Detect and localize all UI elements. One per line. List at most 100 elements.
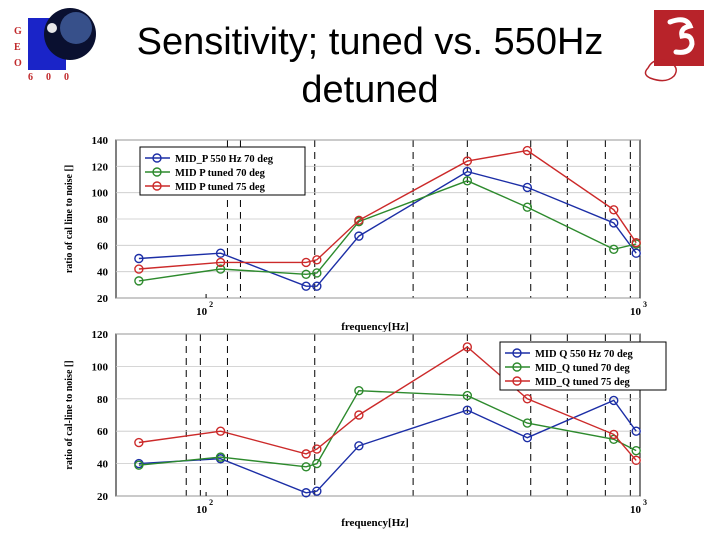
data-point [522,182,533,193]
data-point [215,248,226,258]
data-point [631,445,641,456]
data-point [312,255,322,265]
logo-letter: 6 [28,72,33,83]
data-point [354,231,364,241]
data-point [354,215,364,226]
data-point [134,460,144,470]
y-tick-label: 20 [97,293,109,305]
logo-star [47,23,57,33]
geo600-logo: G E O 6 0 0 [14,8,96,83]
data-point [312,444,322,454]
x-axis-label: frequency[Hz] [341,517,409,529]
logo-letter: E [14,42,21,53]
y-tick-label: 40 [97,459,109,471]
y-tick-label: 80 [97,214,109,226]
data-point [631,248,641,258]
data-point [462,405,473,415]
legend-box [499,341,667,391]
data-point [354,385,364,396]
data-point [354,410,364,420]
data-point [215,264,226,274]
y-axis-label: ratio of cal line to noise [] [64,165,75,273]
series-line [138,180,637,282]
legend-marker [152,153,162,163]
y-tick-label: 20 [97,491,109,503]
legend-marker [152,181,162,191]
data-point [301,449,311,459]
y-tick-label: 140 [92,135,109,147]
y-tick-label: 100 [92,188,109,200]
logo-planet-glow [60,12,92,44]
x-tick-label: 10 [196,504,208,516]
data-point [522,394,533,404]
legend-label: MID P tuned 70 deg [175,168,266,179]
university-crest-logo [644,10,704,82]
x-tick-exponent: 2 [209,498,213,507]
data-point [354,441,364,451]
data-point [631,237,641,248]
legend-box [139,146,306,196]
data-point [134,437,144,448]
legend-label: MID_P 550 Hz 70 deg [175,154,274,165]
data-point [462,342,473,352]
data-point [631,426,641,436]
legend-marker [152,167,162,177]
x-tick-exponent: 3 [643,498,647,507]
x-axis-label: frequency[Hz] [341,321,409,332]
legend-label: MID_Q tuned 70 deg [535,363,631,374]
data-point [134,253,144,264]
data-point [134,276,144,286]
y-tick-label: 120 [92,329,109,341]
data-point [301,462,311,472]
series-line [138,149,637,270]
data-point [609,429,619,440]
y-tick-label: 80 [97,394,109,406]
data-point [215,452,226,462]
logo-letter: 0 [64,72,69,83]
data-point [522,432,533,443]
data-point [609,244,619,254]
data-point [609,218,619,228]
x-tick-exponent: 2 [209,300,213,309]
y-tick-label: 100 [92,361,109,373]
data-point [522,202,533,212]
series-line [138,389,637,468]
legend-marker [512,376,522,386]
crest-white-glyph [667,17,695,55]
data-point [312,268,322,278]
data-point [462,176,473,186]
legend-label: MID Q 550 Hz 70 deg [535,349,633,360]
data-point [609,205,619,215]
legend-label: MID_Q tuned 75 deg [535,377,631,388]
logo-letter: 0 [46,72,51,83]
data-point [312,458,322,469]
legend-marker [512,362,522,372]
data-point [134,264,144,274]
x-tick-exponent: 3 [643,300,647,309]
logo-letter: G [14,26,22,37]
legend-marker [512,348,522,358]
data-point [522,418,533,428]
data-point [462,156,473,166]
x-tick-label: 10 [630,504,642,516]
series-line [138,170,637,287]
series-line [138,399,637,494]
data-point [462,390,473,401]
data-point [215,257,226,268]
legend-label: MID P tuned 75 deg [175,182,266,193]
data-point [631,455,641,466]
crest-outline-glyph [644,59,677,82]
series-line [138,346,637,461]
data-point [301,488,311,498]
data-point [312,486,322,496]
data-point [522,145,533,156]
data-point [312,281,322,291]
data-point [301,281,311,291]
x-tick-label: 10 [630,306,642,318]
data-point [215,426,226,436]
logo-letter: O [14,58,22,69]
data-point [301,257,311,268]
data-point [301,269,311,280]
